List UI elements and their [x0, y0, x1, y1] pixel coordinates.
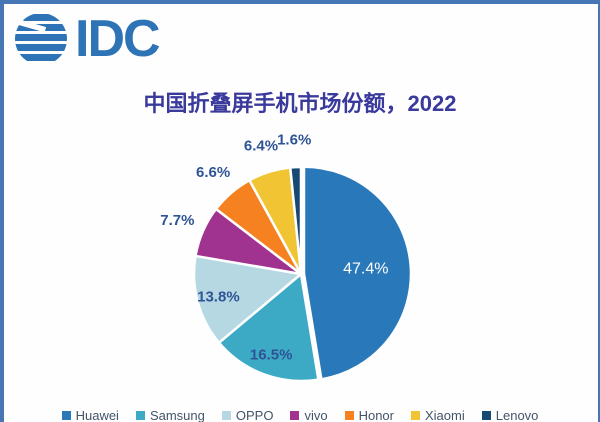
legend-label-vivo: vivo [304, 408, 328, 422]
legend-marker-samsung [135, 411, 145, 420]
frame-border-top [0, 0, 600, 4]
legend-item-vivo: vivo [290, 408, 328, 422]
legend-item-oppo: OPPO [221, 408, 274, 422]
idc-logo-text: IDC [75, 10, 161, 68]
pie-label-huawei: 47.4% [343, 261, 388, 278]
pie-label-oppo: 13.8% [197, 288, 240, 305]
legend-marker-honor [344, 411, 354, 420]
legend-marker-xiaomi [411, 411, 420, 420]
legend-label-xiaomi: Xiaomi [425, 408, 465, 422]
legend-label-huawei: Huawei [75, 408, 119, 422]
chart-title: 中国折叠屏手机市场份额，2022 [143, 91, 457, 116]
legend-item-honor: Honor [344, 408, 394, 422]
pie-label-samsung: 16.5% [250, 346, 293, 363]
pie-label-lenovo: 1.6% [277, 131, 311, 148]
legend-item-xiaomi: Xiaomi [411, 408, 465, 422]
legend-marker-oppo [221, 411, 231, 420]
legend-label-samsung: Samsung [149, 408, 205, 422]
legend-label-lenovo: Lenovo [495, 408, 539, 422]
pie-slice-huawei [302, 165, 413, 381]
legend-label-oppo: OPPO [235, 408, 274, 422]
pie-label-xiaomi: 6.4% [244, 137, 278, 154]
legend-marker-vivo [290, 411, 300, 420]
pie-slice-lenovo [289, 165, 303, 276]
pie-slice-oppo [192, 254, 303, 344]
legend-marker-huawei [61, 411, 71, 420]
legend-item-huawei: Huawei [61, 408, 119, 422]
frame-border-left [0, 0, 4, 422]
pie-slice-samsung [217, 272, 320, 383]
legend-marker-lenovo [481, 411, 491, 420]
legend-label-honor: Honor [358, 408, 394, 422]
frame-border-right [598, 0, 600, 422]
idc-logo: IDC [14, 10, 161, 68]
chart-legend: Huawei Samsung OPPO vivo Honor Xiaomi Lenovo [0, 408, 600, 422]
pie-label-vivo: 7.7% [160, 212, 194, 229]
legend-item-lenovo: Lenovo [481, 408, 539, 422]
pie-label-honor: 6.6% [196, 164, 230, 181]
idc-globe-icon [14, 14, 67, 61]
legend-item-samsung: Samsung [135, 408, 205, 422]
